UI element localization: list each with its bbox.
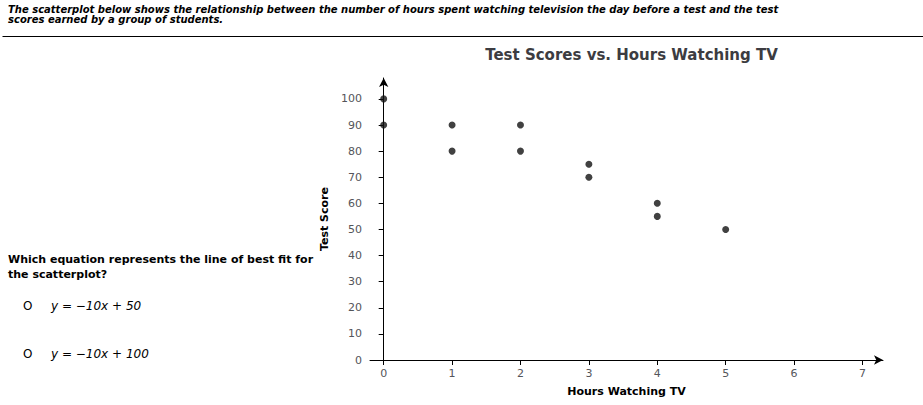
- svg-text:20: 20: [348, 301, 362, 314]
- svg-text:0: 0: [355, 354, 362, 367]
- svg-text:3: 3: [585, 367, 592, 380]
- svg-text:4: 4: [654, 367, 661, 380]
- svg-text:50: 50: [348, 223, 362, 236]
- svg-text:y = −10x + 50: y = −10x + 50: [50, 299, 142, 313]
- svg-text:Test Scores vs. Hours Watching: Test Scores vs. Hours Watching TV: [485, 46, 778, 64]
- svg-text:Test Score: Test Score: [318, 187, 331, 251]
- svg-text:80: 80: [348, 145, 362, 158]
- svg-text:40: 40: [348, 249, 362, 262]
- svg-text:1: 1: [449, 367, 456, 380]
- svg-text:70: 70: [348, 171, 362, 184]
- svg-text:7: 7: [859, 367, 866, 380]
- svg-text:O: O: [23, 299, 32, 313]
- svg-text:30: 30: [348, 275, 362, 288]
- svg-text:2: 2: [517, 367, 524, 380]
- svg-text:90: 90: [348, 119, 362, 132]
- svg-text:y = −10x + 100: y = −10x + 100: [50, 347, 149, 361]
- svg-text:60: 60: [348, 197, 362, 210]
- svg-text:Which equation represents the: Which equation represents the line of be…: [8, 253, 317, 266]
- svg-text:the scatterplot?: the scatterplot?: [8, 268, 107, 281]
- svg-text:O: O: [23, 347, 32, 361]
- svg-text:Hours Watching TV: Hours Watching TV: [567, 385, 686, 398]
- svg-text:5: 5: [722, 367, 729, 380]
- svg-text:scores earned by a group of st: scores earned by a group of students.: [8, 14, 223, 25]
- svg-text:0: 0: [380, 367, 387, 380]
- svg-text:The scatterplot below shows th: The scatterplot below shows the relation…: [8, 3, 782, 15]
- svg-text:100: 100: [341, 92, 362, 105]
- svg-text:6: 6: [791, 367, 798, 380]
- svg-text:10: 10: [348, 327, 362, 340]
